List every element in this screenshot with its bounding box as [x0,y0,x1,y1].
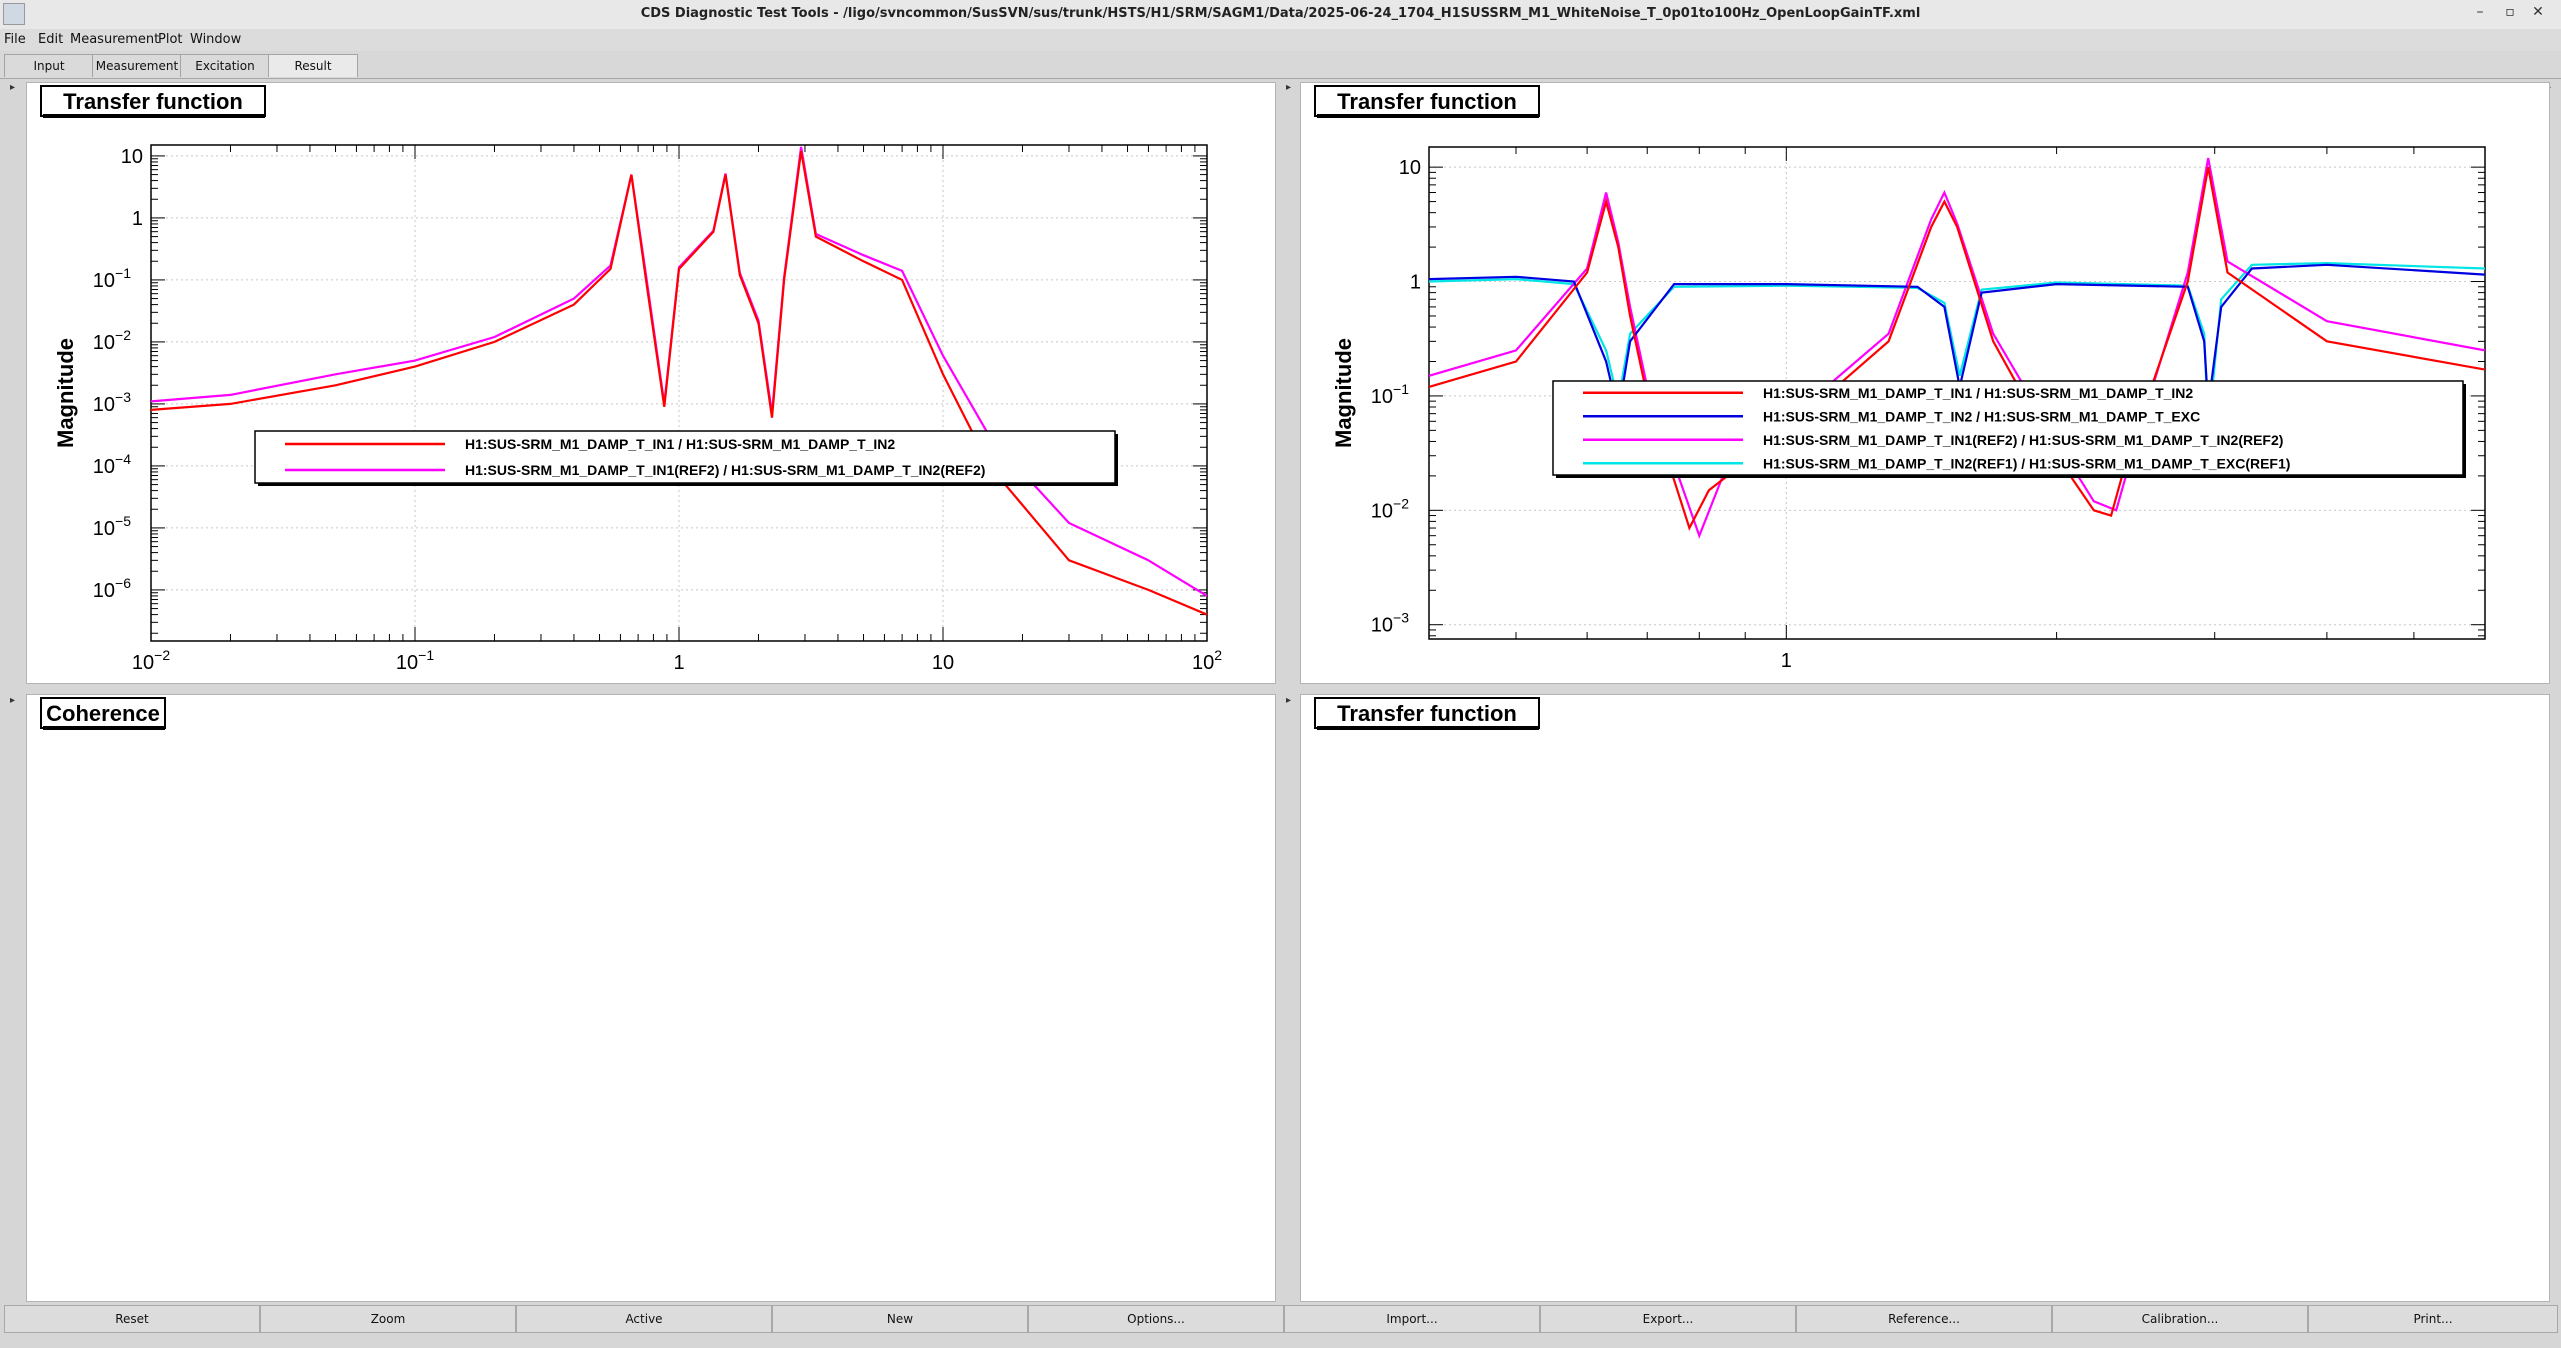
legend-label: H1:SUS-SRM_M1_DAMP_T_IN1(REF2) / H1:SUS-… [1763,432,2283,448]
close-icon[interactable]: ✕ [2532,4,2544,20]
y-tick-label: 10−3 [93,389,131,416]
active-button[interactable]: Active [516,1305,772,1333]
y-tick-label: 10−5 [93,513,131,540]
x-tick-label: 1 [1781,650,1792,672]
restore-icon[interactable]: ▫ [2505,4,2515,20]
print-button[interactable]: Print... [2308,1305,2558,1333]
reset-button[interactable]: Reset [4,1305,260,1333]
minimize-icon[interactable]: – [2476,4,2484,20]
series-line [1429,166,2485,531]
window-title: CDS Diagnostic Test Tools - /ligo/svncom… [640,6,1921,21]
chart-title-box [40,85,266,117]
plot-frame [1428,146,2486,640]
chart-title-box [1314,697,1540,729]
legend-label: H1:SUS-SRM_M1_DAMP_T_IN2 / H1:SUS-SRM_M1… [1763,408,2200,424]
legend-label: H1:SUS-SRM_M1_DAMP_T_IN1 / H1:SUS-SRM_M1… [465,436,895,452]
legend-box [254,430,1116,484]
y-tick-label: 10−1 [1371,381,1409,408]
menu-measurement[interactable]: Measurement [70,32,160,47]
y-tick-label: 1 [132,208,143,230]
y-tick-label: 10−6 [93,575,131,602]
x-axis-label: Frequency (Hz) [1878,679,2037,683]
y-tick-label: 10 [1399,157,1421,179]
x-tick-label: 1 [673,652,684,674]
series-line [1429,263,2485,414]
panel-arrow-icon[interactable]: ▸ [10,695,16,706]
y-tick-label: 10 [121,146,143,168]
menu-bar: File Edit Measurement Plot Window [0,29,2561,51]
plot-panel-4[interactable]: Transfer function1−180−160−140−120−100−8… [1300,131,2550,1302]
y-tick-label: 10−4 [93,451,131,478]
x-tick-label: 102 [1192,647,1222,674]
export-button[interactable]: Export... [1540,1305,1796,1333]
panel-arrow-icon[interactable]: ▸ [1286,82,1292,93]
x-tick-label: 10 [932,652,954,674]
tab-bar: Input Measurement Excitation Result [0,52,2561,79]
panel-arrow-icon[interactable]: ▸ [10,82,16,93]
tab-measurement[interactable]: Measurement [92,54,182,77]
tab-result[interactable]: Result [268,54,358,77]
plot-panel-2[interactable]: Transfer function 1 10−3 10−2 10−1 1 10 Frequen… [1300,82,2550,734]
zoom-button[interactable]: Zoom [260,1305,516,1333]
series-line [151,150,1207,616]
legend-label: H1:SUS-SRM_M1_DAMP_T_IN1(REF2) / H1:SUS-… [465,462,985,478]
plot-panel-1[interactable]: Transfer function 10−2 10−1 1 10 102 10−6 10−5 1… [26,82,1276,736]
tab-input[interactable]: Input [4,54,94,77]
y-tick-label: 1 [1410,272,1421,294]
y-tick-label: 10−2 [93,327,131,354]
result-area: ▸ ▸ ▸ ▸ ▸ Transfer function10−210−111010… [0,80,2561,1302]
window-titlebar: CDS Diagnostic Test Tools - /ligo/svncom… [0,0,2561,30]
y-tick-label: 10−1 [93,265,131,292]
menu-plot[interactable]: Plot [158,32,183,47]
options-button[interactable]: Options... [1028,1305,1284,1333]
new-button[interactable]: New [772,1305,1028,1333]
chart-title: Transfer function [1337,89,1517,114]
panel-arrow-icon[interactable]: ▸ [1286,695,1292,706]
import-button[interactable]: Import... [1284,1305,1540,1333]
legend-label: H1:SUS-SRM_M1_DAMP_T_IN2(REF1) / H1:SUS-… [1763,455,2290,471]
reference-button[interactable]: Reference... [1796,1305,2052,1333]
phase-chart: Transfer function1−180−160−140−120−100−8… [1309,131,2541,730]
app-icon [3,3,25,25]
y-tick-label: 10−2 [1371,495,1409,522]
magnitude-chart-left: Transfer function 10−2 10−1 1 10 102 10−6 10−5 1… [35,85,1267,736]
chart-title-box [40,697,166,729]
x-tick-label: 10−1 [396,647,434,674]
menu-file[interactable]: File [4,32,26,47]
legend-box [1552,380,2464,476]
plot-panel-3[interactable]: Coherence10−210−111010200.10.20.30.40.50… [26,131,1276,1302]
coherence-chart: Coherence10−210−111010200.10.20.30.40.50… [35,131,1267,730]
chart-title: Coherence [46,701,160,726]
y-axis-label: Magnitude [1331,338,1356,448]
x-axis-label: Frequency (Hz) [600,681,759,683]
x-tick-label: 10−2 [132,647,170,674]
menu-window[interactable]: Window [190,32,242,47]
button-bar: Reset Zoom Active New Options... Import.… [0,1304,2561,1334]
magnitude-chart-right: Transfer function 1 10−3 10−2 10−1 1 10 Frequen… [1309,85,2541,734]
y-tick-label: 10−3 [1371,610,1409,637]
chart-title: Transfer function [63,89,243,114]
chart-title: Transfer function [1337,701,1517,726]
calibration-button[interactable]: Calibration... [2052,1305,2308,1333]
series-line [1429,157,2485,539]
menu-edit[interactable]: Edit [38,32,64,47]
y-axis-label: Magnitude [53,338,78,448]
legend-label: H1:SUS-SRM_M1_DAMP_T_IN1 / H1:SUS-SRM_M1… [1763,385,2193,401]
tab-excitation[interactable]: Excitation [180,54,270,77]
